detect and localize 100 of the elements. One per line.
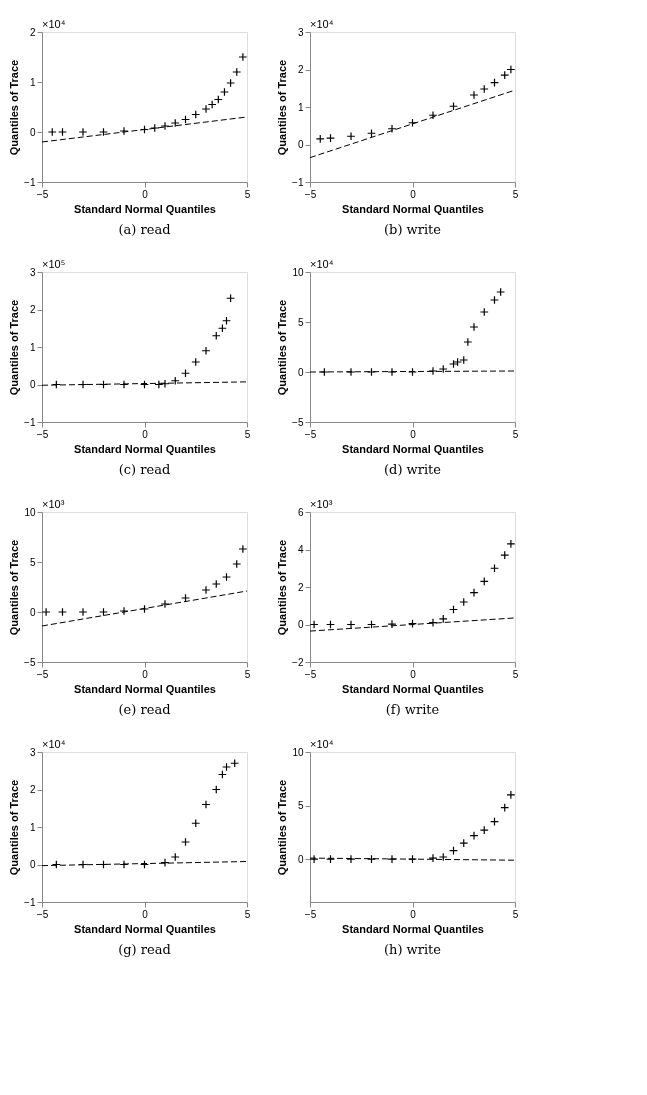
y-tick-label: 0 xyxy=(29,379,36,390)
x-tick-label: 5 xyxy=(512,188,519,200)
x-axis-title: Standard Normal Quantiles xyxy=(342,442,484,455)
point xyxy=(226,78,236,88)
y-tick-label: 0 xyxy=(29,126,36,138)
y-axis-title: Quantiles of Trace xyxy=(276,299,289,396)
point xyxy=(170,118,180,128)
point xyxy=(506,65,515,74)
text: ×10⁴ xyxy=(42,18,66,30)
point xyxy=(154,380,164,389)
point xyxy=(428,110,438,120)
x-tick-label: 5 xyxy=(512,668,519,680)
point xyxy=(191,357,201,367)
text: (d) write xyxy=(383,462,442,477)
y-tick-label: −2 xyxy=(292,656,304,668)
point xyxy=(119,606,129,616)
text: ×10⁴ xyxy=(42,738,66,750)
point xyxy=(232,67,242,77)
point xyxy=(459,597,469,607)
y-tick-label: 1 xyxy=(29,76,36,88)
y-tick-label: −5 xyxy=(292,416,304,428)
point xyxy=(99,127,108,137)
x-axis-title: Standard Normal Quantiles xyxy=(74,202,216,215)
point xyxy=(496,287,506,297)
point xyxy=(469,90,479,100)
y-tick-label: −1 xyxy=(24,176,36,188)
x-axis-title: Standard Normal Quantiles xyxy=(74,922,216,935)
text: ×10⁴ xyxy=(310,738,334,750)
text: (g) read xyxy=(118,942,171,957)
y-tick-label: 1 xyxy=(29,341,36,353)
point xyxy=(438,852,448,862)
y-axis-title: Quantiles of Trace xyxy=(276,59,289,156)
text: (b) write xyxy=(383,222,442,237)
point xyxy=(78,127,88,137)
point xyxy=(428,618,438,628)
point xyxy=(201,346,211,356)
y-tick-label: 0 xyxy=(297,853,304,865)
x-tick-label: 0 xyxy=(142,908,149,920)
text: (c) read xyxy=(118,462,171,477)
x-tick-label: 5 xyxy=(244,908,251,920)
point xyxy=(222,762,231,772)
text: ×10⁵ xyxy=(42,258,66,270)
y-tick-label: −1 xyxy=(292,176,304,188)
y-tick-label: 2 xyxy=(297,64,304,75)
point xyxy=(170,852,180,862)
point xyxy=(232,559,242,569)
text: ×10⁴ xyxy=(310,258,334,270)
point xyxy=(490,295,499,305)
point xyxy=(459,838,469,848)
x-tick-label: 0 xyxy=(142,668,149,680)
point xyxy=(387,619,397,629)
text: (a) read xyxy=(118,222,171,237)
point xyxy=(201,585,211,595)
y-tick-label: 2 xyxy=(29,304,36,315)
y-tick-label: 2 xyxy=(297,581,304,593)
text: ×10³ xyxy=(42,498,65,510)
x-tick-label: 0 xyxy=(142,428,149,440)
y-tick-label: 0 xyxy=(297,139,304,150)
y-tick-label: −1 xyxy=(24,416,36,428)
point xyxy=(463,337,473,347)
point xyxy=(506,790,515,800)
y-tick-label: 5 xyxy=(297,800,304,812)
point xyxy=(428,366,438,376)
x-tick-label: 0 xyxy=(410,188,417,200)
point xyxy=(469,831,479,841)
point xyxy=(310,854,319,864)
point xyxy=(438,614,448,624)
y-tick-label: 4 xyxy=(297,544,304,555)
point xyxy=(506,539,515,549)
point xyxy=(428,853,438,863)
y-tick-label: −1 xyxy=(24,896,36,908)
y-axis-title: Quantiles of Trace xyxy=(8,59,21,156)
y-tick-label: 5 xyxy=(29,556,36,568)
y-tick-label: 10 xyxy=(292,266,304,278)
point xyxy=(211,579,221,589)
y-axis-title: Quantiles of Trace xyxy=(8,539,21,636)
point xyxy=(459,355,469,365)
point xyxy=(58,127,67,137)
y-tick-label: 1 xyxy=(29,821,36,833)
x-axis-title: Standard Normal Quantiles xyxy=(74,442,216,455)
point xyxy=(453,357,463,367)
y-tick-label: −5 xyxy=(24,656,36,668)
x-axis-title: Standard Normal Quantiles xyxy=(342,682,484,695)
y-tick-label: 0 xyxy=(297,619,304,630)
x-tick-label: 5 xyxy=(244,188,251,200)
text: (f) write xyxy=(385,702,440,717)
x-tick-label: 0 xyxy=(410,428,417,440)
point xyxy=(469,588,479,598)
point xyxy=(500,70,510,80)
y-tick-label: 1 xyxy=(297,101,304,113)
point xyxy=(238,52,247,62)
y-tick-label: 5 xyxy=(297,316,304,328)
point xyxy=(238,544,247,554)
x-tick-label: 5 xyxy=(512,428,519,440)
point xyxy=(160,599,170,609)
x-axis-title: Standard Normal Quantiles xyxy=(342,922,484,935)
x-tick-label: 0 xyxy=(142,188,149,200)
y-tick-label: 3 xyxy=(29,266,36,278)
point xyxy=(449,359,458,369)
y-tick-label: 3 xyxy=(29,746,36,758)
